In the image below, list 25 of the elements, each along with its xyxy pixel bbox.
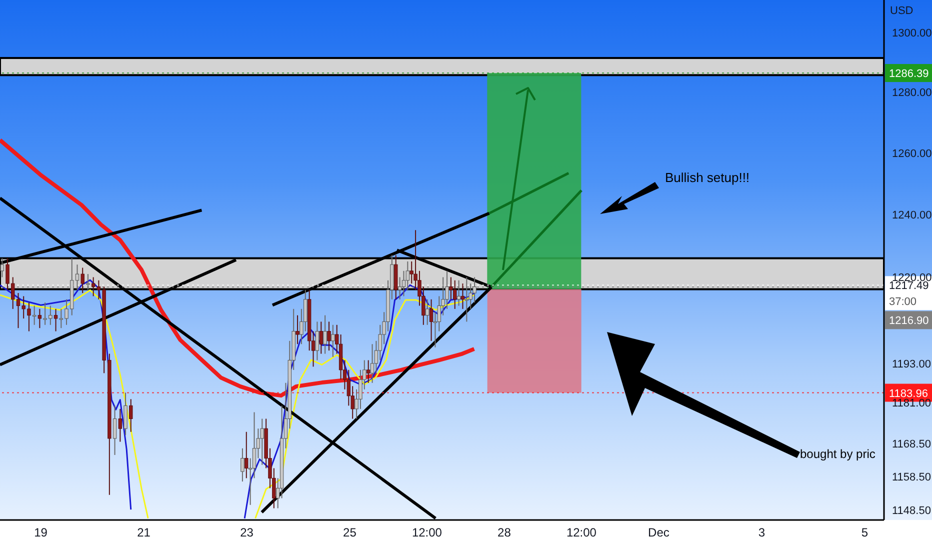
y-tick-label: 1300.00 [892,27,932,40]
y-tick-label: 1260.00 [892,148,932,160]
y-tick-label: 1148.50 [892,504,931,517]
y-tick-label: 1280.00 [892,87,932,100]
ref-line-label: 1286.39 [889,68,929,80]
x-tick-label: 21 [137,526,151,540]
x-tick-label: 5 [861,526,868,540]
annotation: Bullish setup!!! [665,170,750,185]
y-tick-label: 1158.50 [892,471,931,484]
x-tick-label: 28 [498,526,512,540]
y-axis-title: USD [890,4,914,17]
ref-line-label: 1216.90 [889,315,929,328]
y-tick-label: 1193.00 [892,358,931,370]
x-tick-label: 23 [240,526,254,540]
ref-line-label: 1183.96 [889,388,928,400]
y-tick-label: 1240.00 [892,209,932,222]
x-tick-label: 25 [343,526,357,540]
text: 37:00 [889,296,917,308]
x-tick-label: 3 [758,526,766,540]
x-tick-label: Dec [648,526,670,540]
x-tick-label: 19 [34,526,48,540]
x-tick-label: 12:00 [412,526,442,540]
y-tick-label: 1168.50 [892,438,931,450]
x-tick-label: 12:00 [566,526,597,540]
annotation: bought by pric [800,447,876,461]
